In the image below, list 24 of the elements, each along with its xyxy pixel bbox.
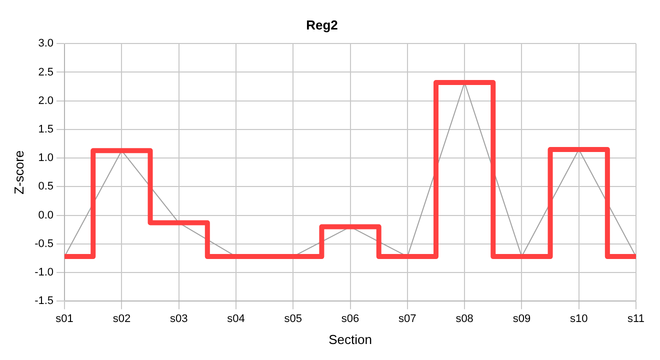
x-tick-label: s02 (112, 312, 131, 325)
y-tick-label: 0.5 (38, 180, 54, 193)
y-tick-label: 1.5 (38, 124, 54, 136)
y-tick-label: 0.0 (38, 209, 54, 222)
x-tick-label: s11 (628, 312, 644, 325)
x-tick-label: s07 (398, 312, 416, 325)
x-tick-label: s05 (284, 312, 302, 325)
y-axis-title: Z-score (11, 150, 26, 194)
x-tick-label: s01 (56, 312, 74, 325)
x-axis-title: Section (328, 332, 372, 347)
y-tick-label: 1.0 (38, 152, 54, 164)
y-tick-label: -1.0 (34, 266, 54, 279)
x-tick-label: s08 (456, 312, 474, 325)
x-tick-label: s09 (512, 312, 531, 325)
y-tick-label: -0.5 (34, 238, 54, 250)
y-tick-label: 2.5 (38, 66, 54, 78)
x-tick-label: s06 (341, 312, 360, 325)
y-tick-label: 3.0 (38, 38, 54, 50)
y-tick-label: -1.5 (34, 295, 54, 308)
y-tick-label: 2.0 (38, 94, 54, 107)
x-tick-label: s10 (570, 312, 588, 325)
x-tick-label: s03 (170, 312, 188, 325)
chart-title: Reg2 (306, 17, 338, 32)
x-tick-label: s04 (227, 312, 245, 325)
